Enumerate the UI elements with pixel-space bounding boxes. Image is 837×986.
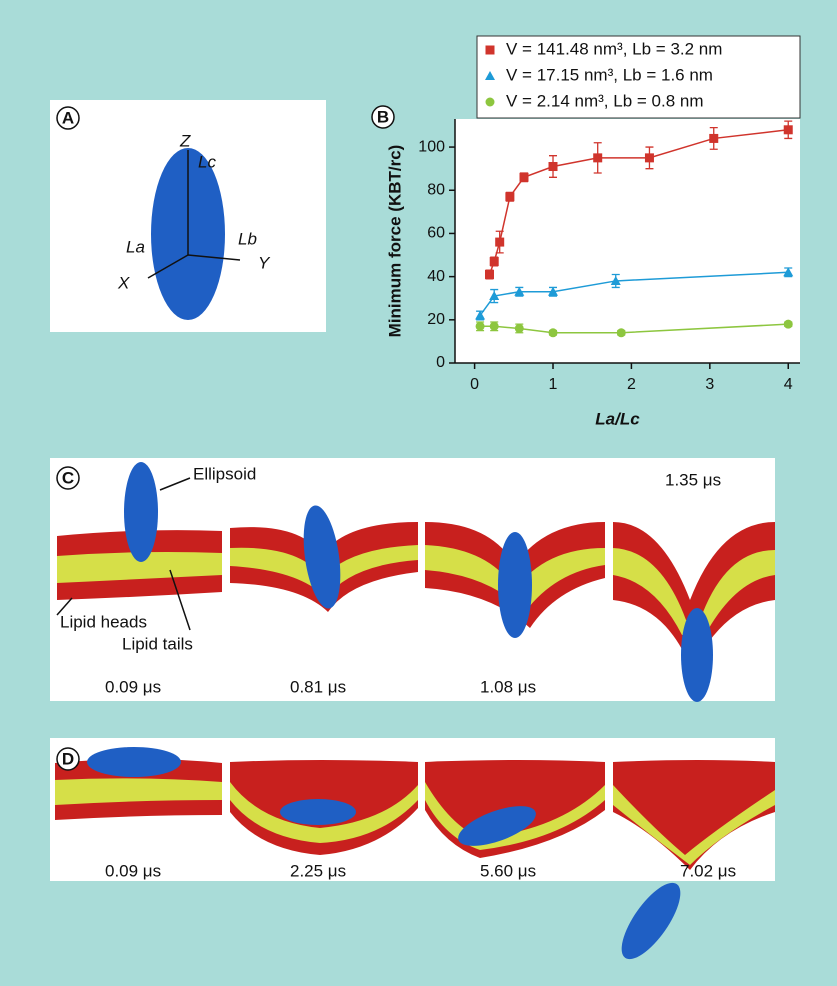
ellipsoid (87, 747, 181, 777)
legend-label: V = 141.48 nm³, Lb = 3.2 nm (506, 39, 722, 58)
marker (490, 257, 499, 266)
time-label: 2.25 μs (290, 861, 346, 880)
axis-letter: Lc (198, 152, 216, 171)
marker (709, 134, 718, 143)
panel-label: D (62, 749, 74, 768)
marker (784, 125, 793, 134)
axis-letter: Lb (238, 229, 257, 248)
annotation: Ellipsoid (193, 464, 256, 483)
ellipsoid (280, 799, 356, 825)
marker (515, 324, 524, 333)
figure: A Z Lc La Lb Y X B 0 20 40 60 80 100 0 1 2 3 4 La/L… (0, 0, 837, 986)
time-label: 1.08 μs (480, 677, 536, 696)
x-tick-label: 3 (705, 376, 714, 393)
marker (520, 173, 529, 182)
legend-label: V = 2.14 nm³, Lb = 0.8 nm (506, 91, 704, 110)
annotation: Lipid tails (122, 634, 193, 653)
axis-letter: X (117, 273, 130, 292)
panel-label: B (377, 107, 389, 126)
marker (645, 153, 654, 162)
x-tick-label: 4 (784, 376, 793, 393)
y-tick-label: 0 (436, 354, 445, 371)
ellipsoid (124, 462, 158, 562)
marker (549, 328, 558, 337)
y-tick-label: 80 (427, 181, 445, 198)
panel-label: C (62, 468, 74, 487)
y-axis-title: Minimum force (KBT/rc) (385, 145, 404, 338)
time-label: 0.09 μs (105, 677, 161, 696)
y-tick-label: 40 (427, 268, 445, 285)
marker (505, 192, 514, 201)
time-label: 5.60 μs (480, 861, 536, 880)
time-label: 7.02 μs (680, 861, 736, 880)
legend-marker (486, 98, 495, 107)
time-label: 0.09 μs (105, 861, 161, 880)
time-label: 0.81 μs (290, 677, 346, 696)
marker (549, 162, 558, 171)
x-axis-title: La/Lc (595, 409, 640, 428)
y-tick-label: 60 (427, 225, 445, 242)
annotation: Lipid heads (60, 612, 147, 631)
legend-label: V = 17.15 nm³, Lb = 1.6 nm (506, 65, 713, 84)
axis-letter: Y (258, 253, 271, 272)
marker (485, 270, 494, 279)
marker (476, 322, 485, 331)
axis-letter: La (126, 237, 145, 256)
legend-marker (486, 46, 495, 55)
y-tick-label: 100 (418, 138, 445, 155)
marker (593, 153, 602, 162)
marker (490, 322, 499, 331)
marker (495, 238, 504, 247)
marker (617, 328, 626, 337)
x-tick-label: 2 (627, 376, 636, 393)
y-tick-label: 20 (427, 311, 445, 328)
x-tick-label: 1 (549, 376, 558, 393)
x-tick-label: 0 (470, 376, 479, 393)
time-label: 1.35 μs (665, 470, 721, 489)
ellipsoid (498, 532, 532, 638)
marker (784, 320, 793, 329)
ellipsoid (681, 608, 713, 702)
panel-label: A (62, 108, 74, 127)
axis-letter: Z (179, 131, 191, 150)
